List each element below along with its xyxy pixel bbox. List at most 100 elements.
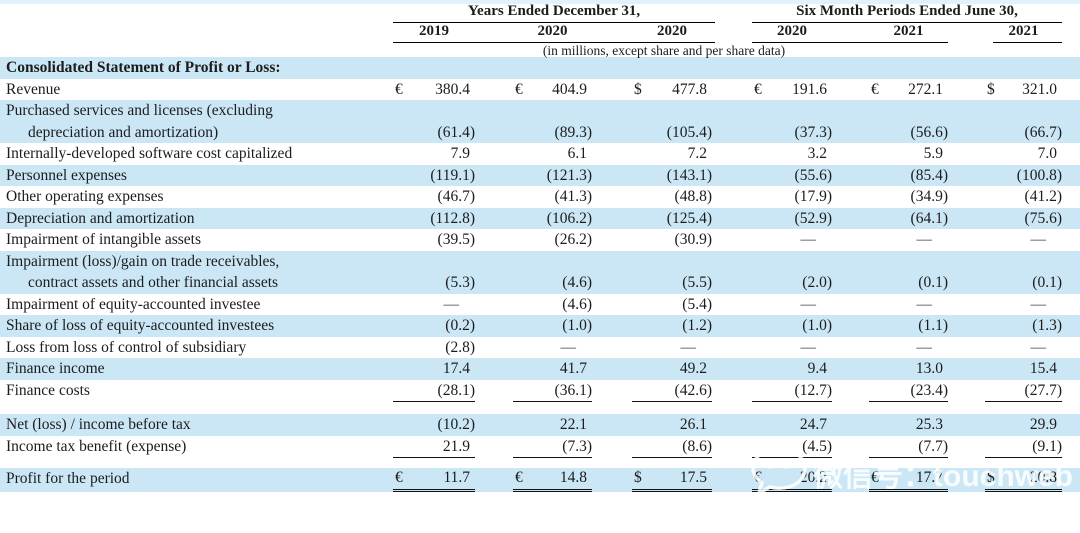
value: 404.9 (552, 80, 587, 98)
value: 3.2 (807, 145, 827, 162)
value: (26.2) (554, 231, 592, 248)
value: 14.8 (559, 468, 587, 486)
value: (89.3) (554, 123, 592, 141)
value-cell: (28.1) (393, 380, 475, 402)
value-cell: (39.5) (393, 229, 475, 251)
currency-symbol: € (871, 80, 879, 98)
row-label: Depreciation and amortization (6, 209, 195, 227)
value-cell: — (752, 229, 832, 251)
year-underline-usd (993, 42, 1062, 43)
value: — (680, 338, 697, 356)
value-cell: — (393, 294, 475, 316)
value-cell: 7.0 (985, 143, 1062, 165)
value: (9.1) (1032, 437, 1062, 455)
row-label: Purchased services and licenses (excludi… (6, 102, 273, 141)
value: (1.0) (802, 317, 832, 334)
table-row: Other operating expenses (46.7) (41.3) (48.… (0, 186, 1080, 208)
year-column-header: 2021 (1008, 23, 1039, 39)
row-label: Finance income (6, 360, 105, 377)
year-column-header: 2021 (893, 23, 924, 39)
value-cell: (1.0) (513, 315, 592, 337)
value: (27.7) (1024, 381, 1062, 399)
value: 49.2 (679, 360, 707, 377)
value-cell: (5.5) (632, 251, 712, 294)
value: 7.2 (687, 145, 707, 162)
row-spacer (0, 458, 1080, 468)
value-cell: (4.6) (513, 251, 592, 294)
value: 7.0 (1037, 145, 1057, 162)
row-label: Other operating expenses (6, 188, 164, 205)
value-cell: (10.2) (393, 414, 475, 436)
value-cell: (5.3) (393, 251, 475, 294)
value: 20.8 (1029, 468, 1057, 486)
table-row: Finance income 17.4 41.7 49.2 9.4 13.0 15.4 (0, 358, 1080, 380)
value-cell: (0.1) (869, 251, 948, 294)
row-label: Impairment (loss)/gain on trade receivab… (6, 252, 280, 292)
row-label: Income tax benefit (expense) (6, 437, 187, 455)
value-cell: (7.7) (869, 436, 948, 458)
value: (17.9) (794, 188, 832, 205)
value-cell: (41.2) (985, 186, 1062, 208)
value: (112.8) (430, 209, 475, 227)
value: 22.1 (559, 416, 587, 433)
value: — (916, 295, 933, 313)
value-cell: (1.1) (869, 315, 948, 337)
value: (121.3) (546, 166, 592, 184)
column-group-annual: Years Ended December 31, (393, 3, 715, 23)
value: (61.4) (437, 123, 475, 141)
value-cell: 17.4 (393, 358, 475, 380)
value: (28.1) (437, 381, 475, 399)
value: (106.2) (546, 209, 592, 227)
value: (4.6) (562, 295, 592, 313)
value-cell: (46.7) (393, 186, 475, 208)
currency-symbol: € (754, 468, 762, 486)
value-cell: (2.8) (393, 337, 475, 359)
table-row: Share of loss of equity-accounted invest… (0, 315, 1080, 337)
value: (66.7) (1024, 123, 1062, 141)
value-cell: (41.3) (513, 186, 592, 208)
value-cell: (8.6) (632, 436, 712, 458)
table-row: Finance costs (28.1) (36.1) (42.6) (12.7) (23… (0, 380, 1080, 402)
table-row: Income tax benefit (expense) 21.9 (7.3) (8.… (0, 436, 1080, 458)
value-cell: 9.4 (752, 358, 832, 380)
value-cell: €20.2 (752, 468, 832, 492)
value: (41.3) (554, 188, 592, 205)
row-label: Finance costs (6, 381, 90, 399)
value-cell: — (869, 294, 948, 316)
value-cell: — (513, 337, 592, 359)
value: (85.4) (910, 166, 948, 184)
currency-symbol: € (515, 468, 523, 486)
year-column-headers: 2019 2020 2020 2020 2021 2021 (393, 23, 1062, 40)
value: 321.0 (1022, 80, 1057, 98)
value: (0.1) (918, 274, 948, 291)
table-row: Impairment of intangible assets (39.5) (26… (0, 229, 1080, 251)
value-cell: (89.3) (513, 100, 592, 143)
row-label: Internally-developed software cost capit… (6, 145, 293, 162)
table-row: Revenue €380.4 €404.9 $477.8 €191.6 €272.1 $32… (0, 79, 1080, 101)
table-row: Depreciation and amortization (112.8) (106… (0, 207, 1080, 230)
value: (75.6) (1024, 209, 1062, 227)
value-cell: (121.3) (513, 165, 592, 187)
value: (5.4) (682, 295, 712, 313)
value-cell: (105.4) (632, 100, 712, 143)
value: 15.4 (1029, 360, 1057, 377)
value-cell: (106.2) (513, 208, 592, 230)
value-cell: 6.1 (513, 143, 592, 165)
value: (0.1) (1032, 274, 1062, 291)
value-cell: (112.8) (393, 208, 475, 230)
value-cell: 49.2 (632, 358, 712, 380)
value: — (1030, 338, 1047, 356)
value-cell: (30.9) (632, 229, 712, 251)
value-cell: — (632, 337, 712, 359)
value-cell: (125.4) (632, 208, 712, 230)
value-cell: (12.7) (752, 380, 832, 402)
value-cell: (17.9) (752, 186, 832, 208)
value: (4.6) (562, 274, 592, 291)
value-cell: (0.2) (393, 315, 475, 337)
value-cell: (23.4) (869, 380, 948, 402)
value-cell: (119.1) (393, 165, 475, 187)
value: 13.0 (915, 360, 943, 377)
value-cell: €17.7 (869, 468, 948, 492)
value-cell: (64.1) (869, 208, 948, 230)
